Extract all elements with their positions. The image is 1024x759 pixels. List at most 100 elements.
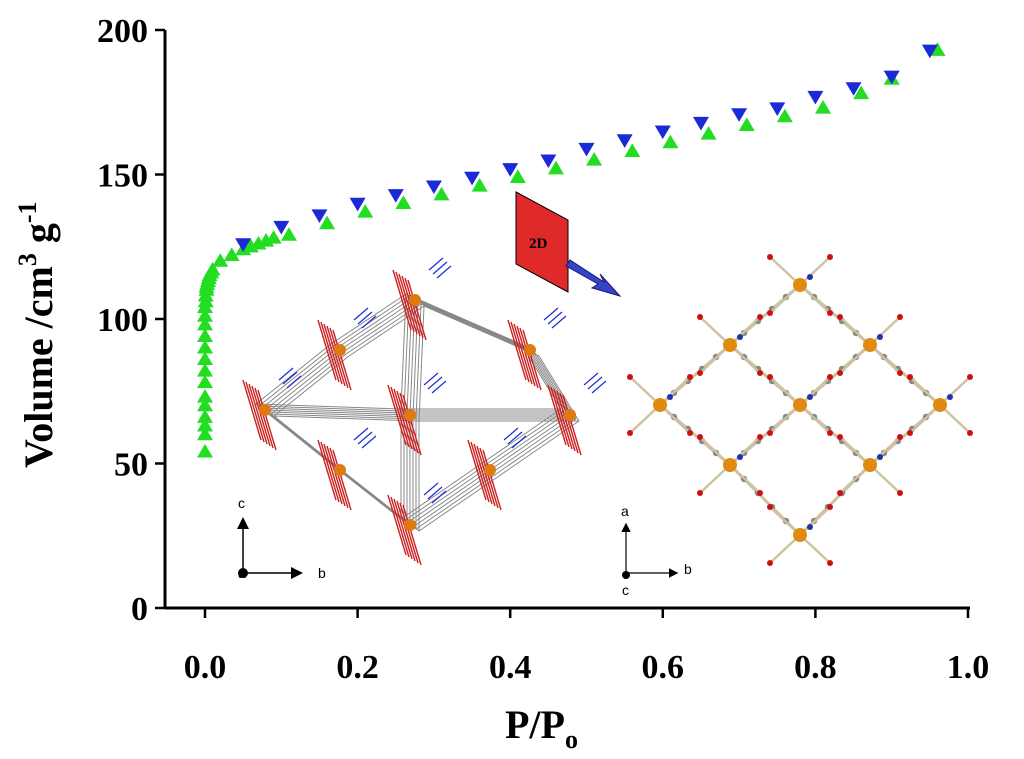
network-nitrogen [947, 394, 953, 400]
adsorption-point [815, 100, 832, 114]
framework-strut [408, 295, 525, 347]
framework-strut [412, 301, 419, 418]
network-nitrogen [667, 394, 673, 400]
framework-strut [336, 297, 413, 349]
network-oxygen [687, 430, 693, 436]
framework-strut [480, 408, 562, 465]
network-oxygen [767, 504, 773, 510]
network-oxygen [837, 370, 843, 376]
right-orientation-axes: a b c [621, 503, 692, 598]
framework-node-strand [396, 500, 416, 562]
network-oxygen [697, 314, 703, 320]
ticks: 0.0 0.2 0.4 0.6 0.8 1.0 0 50 100 150 200 [97, 13, 989, 686]
framework-ligand-end [543, 307, 567, 329]
framework-strut [489, 414, 571, 471]
left-axis-a-label: a [238, 565, 246, 581]
framework-ligand-end [353, 307, 377, 329]
adsorption-point [586, 152, 603, 166]
framework-metal-node [259, 404, 271, 416]
framework-strut [411, 297, 528, 349]
network-metal-center [863, 458, 877, 472]
framework-strut [418, 475, 500, 532]
network-oxygen [767, 374, 773, 380]
framework-strut [264, 409, 411, 416]
network-oxygen [827, 560, 833, 566]
framework-node-strand [387, 494, 407, 556]
framework-ligand-end [583, 372, 607, 394]
framework-node-strand [550, 386, 570, 448]
adsorption-point [776, 108, 793, 123]
adsorption-point [853, 85, 870, 100]
framework-strut [420, 303, 537, 355]
framework-node-strand [396, 390, 416, 452]
framework-metal-node [404, 519, 416, 531]
framework-strut [414, 299, 531, 351]
framework-node-strand [393, 498, 413, 560]
framework-node-strand [242, 379, 262, 441]
framework-ligand-end [428, 257, 452, 279]
adsorption-point [197, 316, 213, 331]
badge-2d: 2D [515, 191, 569, 293]
framework-metal-node [524, 344, 536, 356]
framework-strut [535, 353, 577, 420]
framework-node-strand [556, 390, 576, 452]
network-metal-center [793, 528, 807, 542]
framework-strut [333, 295, 410, 347]
desorption-point [578, 142, 595, 157]
network-oxygen [627, 374, 633, 380]
framework-node-strand [251, 385, 271, 447]
framework-ligand-end [503, 427, 527, 449]
framework-node-strand [479, 447, 499, 509]
desorption-point [654, 125, 671, 140]
network-oxygen [697, 370, 703, 376]
adsorption-point [197, 351, 213, 366]
framework-strut [409, 299, 416, 416]
desorption-point [311, 209, 328, 223]
desorption-point [845, 82, 862, 96]
framework-node-strand [326, 445, 346, 507]
network-oxygen [827, 254, 833, 260]
left-axis-c-label: c [238, 495, 245, 511]
adsorption-point [197, 397, 213, 412]
badge-arrow [565, 259, 622, 297]
network-oxygen [757, 314, 763, 320]
network-oxygen [757, 490, 763, 496]
adsorption-point [433, 186, 450, 201]
network-metal-center [793, 278, 807, 292]
adsorption-point [197, 339, 213, 354]
network-oxygen [907, 430, 913, 436]
network-oxygen [697, 434, 703, 440]
adsorption-point [197, 363, 213, 377]
framework-node-strand [401, 275, 421, 337]
adsorption-point [547, 160, 564, 175]
desorption-point [883, 70, 900, 85]
left-axis-b-label: b [318, 565, 326, 581]
framework-strut [423, 305, 540, 357]
framework-node-strand [398, 273, 418, 335]
adsorption-point [357, 204, 374, 218]
framework-node-strand [329, 327, 349, 389]
framework-node-strand [467, 439, 487, 501]
adsorption-point [223, 247, 240, 262]
framework-strut [492, 416, 574, 473]
framework-node-strand [522, 329, 542, 391]
framework-node-strand [476, 445, 496, 507]
framework-node-strand [329, 447, 349, 509]
framework-strut [405, 293, 522, 345]
framework-ligand-end [353, 427, 377, 449]
x-axis-title: P/Po [505, 702, 578, 754]
adsorption-point [197, 443, 213, 458]
framework-strut [409, 469, 491, 526]
adsorption-point [471, 178, 488, 192]
framework-node-strand [390, 386, 410, 448]
left-orientation-axes: c b a [237, 495, 326, 581]
adsorption-point [662, 134, 679, 149]
framework-node-strand [317, 439, 337, 501]
framework-node-strand [482, 449, 502, 511]
adsorption-point [929, 42, 946, 56]
desorption-point [425, 180, 442, 195]
x-tick-label: 0.0 [184, 649, 227, 686]
network-oxygen [837, 490, 843, 496]
framework-strut [267, 411, 414, 418]
adsorption-point [265, 230, 282, 244]
